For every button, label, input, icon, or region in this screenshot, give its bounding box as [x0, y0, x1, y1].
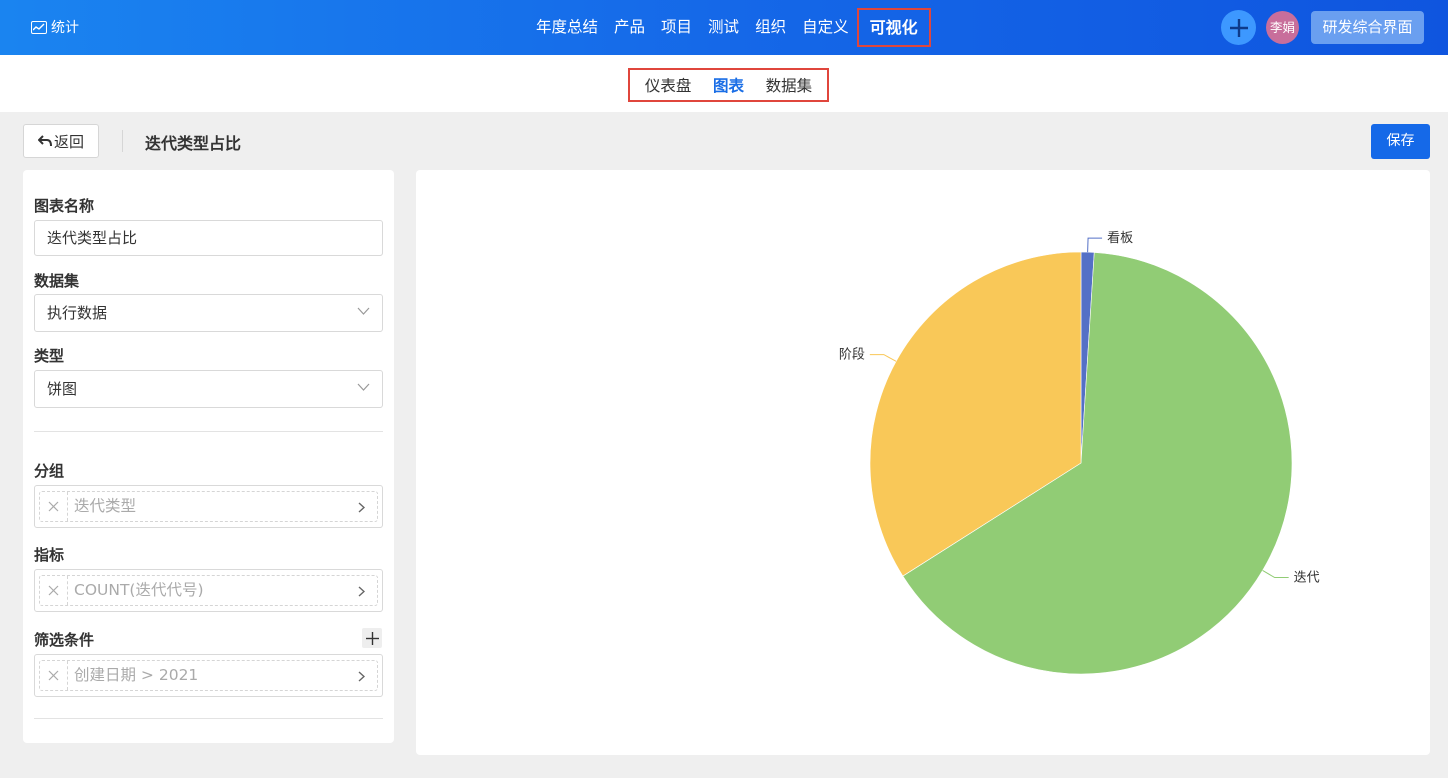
plus-icon [1229, 18, 1248, 37]
sub-navigation: 仪表盘 图表 数据集 [0, 55, 1448, 112]
remove-metric-button[interactable] [40, 576, 68, 605]
remove-group-button[interactable] [40, 492, 68, 521]
chart-preview-panel: 看板迭代 阶段 [416, 170, 1430, 755]
back-button-label: 返回 [53, 132, 84, 151]
nav-item-product[interactable]: 产品 [614, 18, 646, 36]
chevron-down-icon [357, 307, 370, 315]
section-divider [34, 431, 383, 432]
group-field-value: 迭代类型 [74, 497, 137, 515]
group-field-slot[interactable]: 迭代类型 [34, 485, 383, 528]
filter-field-slot[interactable]: 创建日期 > 2021 [34, 654, 383, 697]
pie-slice-2[interactable] [869, 251, 1082, 577]
toolbar-divider [122, 130, 123, 152]
chevron-right-icon [358, 502, 365, 513]
chevron-right-icon [358, 586, 365, 597]
pie-label-0: 看板 [1107, 230, 1133, 246]
pie-label-1: 迭代 [1294, 571, 1320, 586]
back-arrow-icon [37, 135, 52, 147]
nav-item-project[interactable]: 项目 [661, 18, 693, 36]
dataset-select[interactable]: 执行数据 [34, 294, 383, 332]
avatar[interactable]: 李娟 [1266, 11, 1299, 44]
tab-chart[interactable]: 图表 [712, 77, 744, 95]
type-label: 类型 [34, 347, 65, 365]
metric-field-chip: COUNT(迭代代号) [39, 575, 378, 606]
group-label: 分组 [34, 462, 65, 480]
metric-label: 指标 [34, 546, 65, 564]
chevron-right-icon [358, 671, 365, 682]
top-navigation-bar: 统计 年度总结 产品 项目 测试 组织 自定义 可视化 李娟 研发综合界面 [0, 0, 1448, 55]
nav-item-custom[interactable]: 自定义 [802, 18, 849, 36]
chart-type-select-value: 饼图 [47, 380, 78, 398]
dataset-select-value: 执行数据 [47, 304, 108, 322]
pie-label-line-0 [1087, 237, 1103, 253]
nav-item-test[interactable]: 测试 [708, 18, 740, 36]
filter-label: 筛选条件 [34, 631, 95, 649]
tab-dataset[interactable]: 数据集 [765, 77, 813, 95]
filter-field-chip: 创建日期 > 2021 [39, 660, 378, 691]
close-icon [48, 670, 59, 681]
nav-item-organization[interactable]: 组织 [755, 18, 787, 36]
nav-item-visualization[interactable]: 可视化 [856, 8, 931, 47]
chart-name-input[interactable]: 迭代类型占比 [34, 220, 383, 256]
filter-field-value: 创建日期 > 2021 [74, 666, 199, 684]
close-icon [48, 501, 59, 512]
subnav-tabs: 仪表盘 图表 数据集 [628, 68, 829, 102]
pie-label-line-1 [1262, 569, 1289, 579]
add-button[interactable] [1221, 10, 1256, 45]
brand[interactable]: 统计 [31, 17, 79, 37]
page-title: 迭代类型占比 [145, 134, 242, 153]
section-divider [34, 718, 383, 719]
group-field-chip: 迭代类型 [39, 491, 378, 522]
nav-item-annual-summary[interactable]: 年度总结 [536, 18, 599, 36]
workspace-switch-button[interactable]: 研发综合界面 [1311, 11, 1424, 44]
chevron-down-icon [357, 383, 370, 391]
remove-filter-button[interactable] [40, 661, 68, 690]
close-icon [48, 585, 59, 596]
metric-field-value: COUNT(迭代代号) [74, 581, 204, 599]
save-button[interactable]: 保存 [1371, 124, 1430, 159]
add-filter-button[interactable] [362, 628, 382, 648]
dataset-label: 数据集 [34, 272, 80, 290]
main-nav: 年度总结 产品 项目 测试 组织 自定义 可视化 [528, 8, 931, 47]
back-button[interactable]: 返回 [23, 124, 99, 158]
chart-type-select[interactable]: 饼图 [34, 370, 383, 408]
tab-dashboard[interactable]: 仪表盘 [644, 77, 692, 95]
pie-label-2: 阶段 [839, 348, 865, 363]
chart-name-label: 图表名称 [34, 197, 95, 215]
brand-label: 统计 [51, 20, 79, 36]
pie-label-line-2 [869, 354, 897, 362]
chart-icon [31, 20, 47, 34]
chart-settings-panel: 图表名称 迭代类型占比 数据集 执行数据 类型 饼图 分组 迭代类型 指标 [23, 170, 394, 743]
metric-field-slot[interactable]: COUNT(迭代代号) [34, 569, 383, 612]
plus-icon [365, 631, 379, 645]
